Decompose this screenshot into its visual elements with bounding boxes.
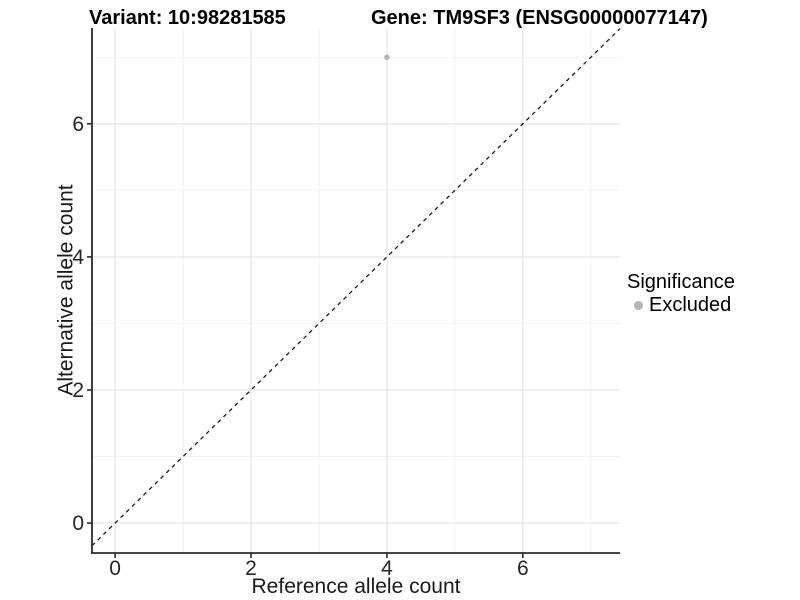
x-tick-label: 4 xyxy=(381,557,393,580)
legend-point-icon xyxy=(634,300,643,310)
tick-marks xyxy=(87,123,524,558)
y-tick-label: 2 xyxy=(72,379,84,402)
legend: Significance Excluded xyxy=(627,271,735,316)
gridlines-major xyxy=(92,28,620,553)
identity-reference-line xyxy=(91,28,621,547)
x-axis-title: Reference allele count xyxy=(251,575,461,598)
y-tick-label: 4 xyxy=(72,246,84,269)
legend-item-excluded: Excluded xyxy=(627,294,735,316)
x-tick-label: 2 xyxy=(245,557,257,580)
legend-item-label: Excluded xyxy=(649,294,732,316)
plot-title-gene: Gene: TM9SF3 (ENSG00000077147) xyxy=(371,7,708,29)
y-tick-label: 6 xyxy=(72,113,84,136)
x-tick-label: 0 xyxy=(109,557,121,580)
x-tick-labels: 0 2 4 6 xyxy=(109,557,528,580)
gridlines-minor xyxy=(92,28,620,553)
plot-title-variant: Variant: 10:98281585 xyxy=(89,7,286,29)
y-tick-label: 0 xyxy=(72,512,84,535)
y-tick-labels: 0 2 4 6 xyxy=(72,113,84,535)
data-points xyxy=(384,54,390,61)
legend-title: Significance xyxy=(627,271,735,293)
axis-lines xyxy=(91,28,620,554)
x-tick-label: 6 xyxy=(517,557,529,580)
data-point xyxy=(384,54,390,61)
